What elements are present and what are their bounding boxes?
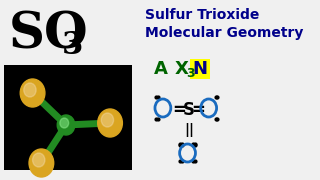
Text: A: A [154, 60, 168, 78]
Text: X: X [174, 60, 188, 78]
Text: Sulfur Trioxide
Molecular Geometry: Sulfur Trioxide Molecular Geometry [145, 8, 304, 40]
Text: S: S [182, 101, 194, 119]
Circle shape [60, 118, 69, 128]
Text: 3: 3 [62, 30, 83, 61]
Text: =: = [191, 101, 205, 119]
Circle shape [20, 79, 45, 107]
Text: =: = [172, 101, 187, 119]
Text: ||: || [184, 123, 194, 137]
Circle shape [98, 109, 122, 137]
Circle shape [57, 115, 75, 135]
FancyBboxPatch shape [4, 65, 132, 170]
Circle shape [101, 113, 114, 127]
Circle shape [24, 83, 36, 97]
Circle shape [33, 153, 45, 167]
FancyBboxPatch shape [190, 59, 210, 79]
Text: N: N [193, 60, 208, 78]
Text: 3: 3 [186, 67, 195, 80]
Text: SO: SO [9, 10, 88, 59]
Circle shape [29, 149, 54, 177]
